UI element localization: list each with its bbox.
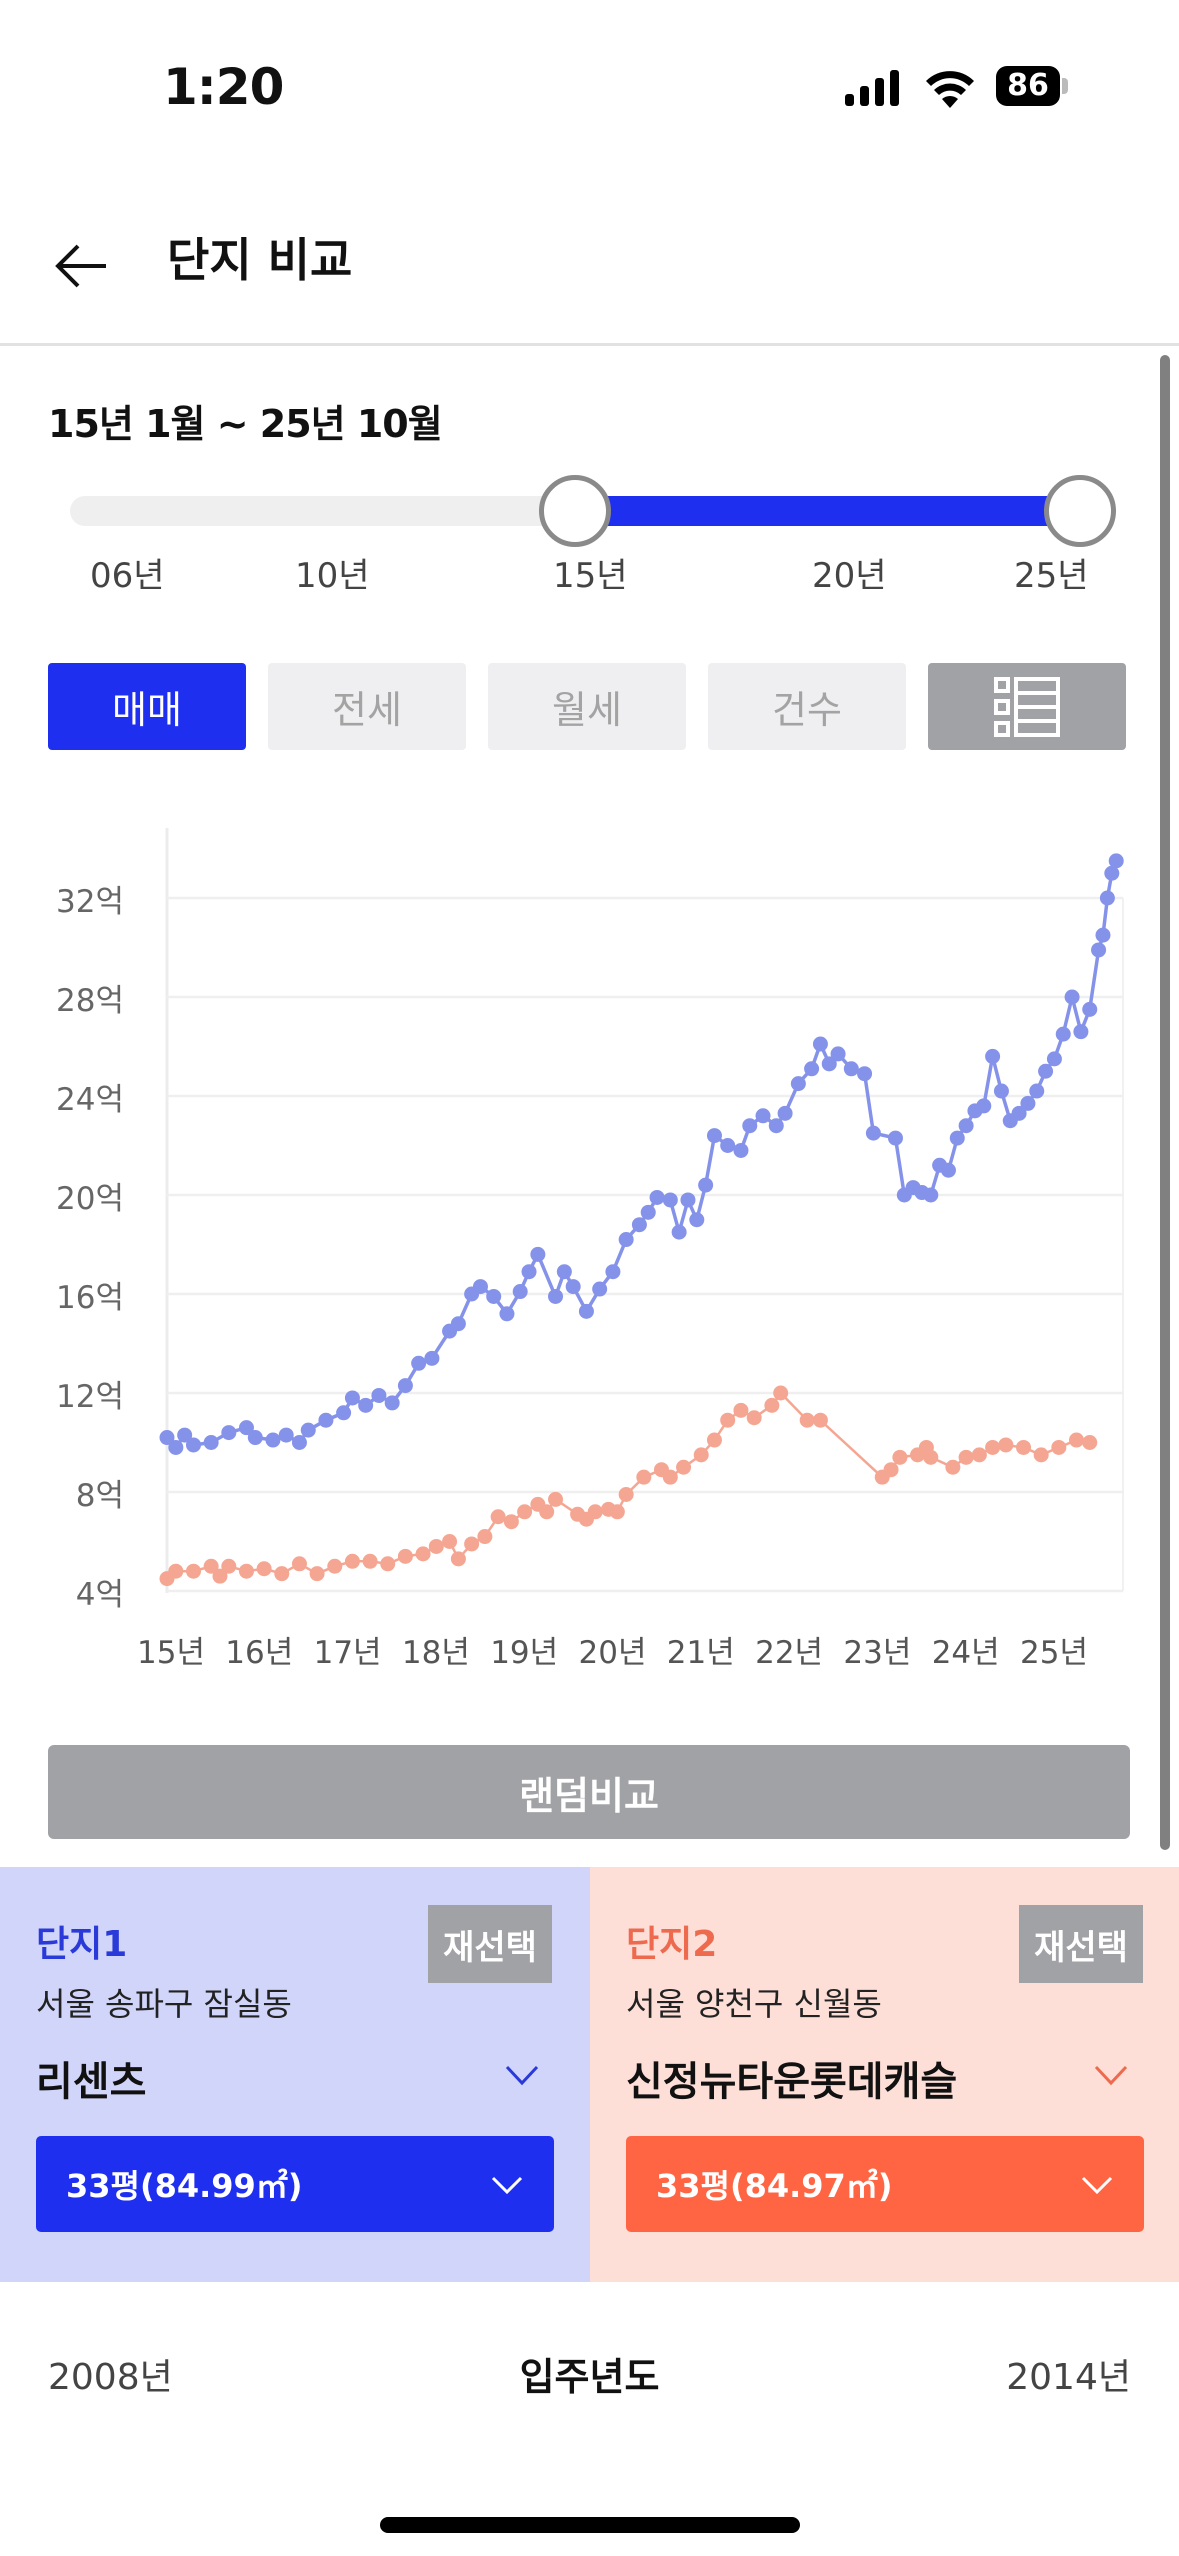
list-view-button[interactable] (928, 663, 1126, 750)
battery-tip (1062, 78, 1068, 94)
status-bar: 1:20 86 (0, 0, 1179, 150)
x-axis-tick-label: 19년 (490, 1635, 559, 1671)
cellular-signal-icon (845, 70, 899, 106)
x-axis-tick-label: 23년 (843, 1635, 912, 1671)
period-slider-selected-range (575, 496, 1080, 526)
y-axis-tick-label: 16억 (56, 1280, 124, 1316)
complex1-size-select[interactable]: 33평(84.99㎡) (36, 2136, 554, 2232)
random-compare-button[interactable]: 랜덤비교 (48, 1745, 1130, 1839)
x-axis-tick-label: 15년 (137, 1635, 205, 1671)
status-time: 1:20 (163, 58, 284, 116)
x-axis-tick-label: 17년 (313, 1635, 382, 1671)
header: 단지 비교 (0, 200, 1179, 346)
arrow-left-icon[interactable] (52, 236, 112, 296)
complex2-size-value: 33평(84.97㎡) (656, 2167, 893, 2205)
wifi-icon (926, 71, 974, 108)
complex1-price-line (165, 860, 1118, 1451)
y-axis-tick-label: 4억 (75, 1577, 124, 1613)
x-axis-tick-label: 20년 (578, 1635, 647, 1671)
transaction-type-tabs: 매매 전세 월세 건수 (48, 663, 1126, 750)
complex2-address: 서울 양천구 신월동 (626, 1985, 882, 2023)
slider-tick-label: 25년 (1014, 556, 1089, 596)
y-axis-tick-label: 20억 (56, 1181, 124, 1217)
complex1-reselect-button[interactable]: 재선택 (428, 1905, 552, 1983)
slider-tick-label: 10년 (295, 556, 370, 596)
scrollbar[interactable] (1160, 355, 1170, 1850)
tab-sale[interactable]: 매매 (48, 663, 246, 750)
complex2-reselect-button[interactable]: 재선택 (1019, 1905, 1143, 1983)
move-in-year-label: 입주년도 (519, 2355, 660, 2399)
slider-tick-label: 15년 (553, 556, 628, 596)
y-axis-tick-label: 8억 (75, 1478, 124, 1514)
price-line-chart (159, 828, 1124, 1593)
slider-tick-label: 20년 (812, 556, 887, 596)
x-axis-tick-label: 16년 (225, 1635, 294, 1671)
period-range-label: 15년 1월 ~ 25년 10월 (48, 402, 443, 446)
chevron-down-icon[interactable] (1093, 2063, 1129, 2087)
page-title: 단지 비교 (167, 233, 353, 287)
x-axis-tick-label: 24년 (931, 1635, 1000, 1671)
x-axis-tick-label: 18년 (401, 1635, 470, 1671)
complex1-title: 단지1 (36, 1924, 128, 1965)
y-axis-tick-label: 24억 (56, 1082, 124, 1118)
complex1-name[interactable]: 리센츠 (36, 2059, 147, 2105)
period-slider-end-handle[interactable] (1044, 475, 1116, 547)
home-indicator[interactable] (380, 2517, 800, 2533)
complex1-size-value: 33평(84.99㎡) (66, 2167, 303, 2205)
x-axis-tick-label: 22년 (755, 1635, 824, 1671)
move-in-year-row: 2008년 입주년도 2014년 (0, 2340, 1179, 2410)
complex1-panel: 단지1 재선택 서울 송파구 잠실동 리센츠 33평(84.99㎡) (0, 1867, 590, 2282)
list-view-icon (994, 676, 1060, 737)
complex1-address: 서울 송파구 잠실동 (36, 1985, 292, 2023)
complex2-move-in-year: 2014년 (1006, 2357, 1131, 2398)
complex2-name[interactable]: 신정뉴타운롯데캐슬 (626, 2059, 958, 2105)
complex2-size-select[interactable]: 33평(84.97㎡) (626, 2136, 1144, 2232)
slider-tick-label: 06년 (90, 556, 165, 596)
y-axis-tick-label: 28억 (56, 983, 124, 1019)
complex1-move-in-year: 2008년 (48, 2357, 173, 2398)
y-axis-tick-label: 12억 (56, 1379, 124, 1415)
chevron-down-icon[interactable] (504, 2063, 540, 2087)
tab-jeonse[interactable]: 전세 (268, 663, 466, 750)
complex2-title: 단지2 (626, 1924, 718, 1965)
x-axis-tick-label: 21년 (666, 1635, 735, 1671)
period-slider-start-handle[interactable] (539, 475, 611, 547)
complex2-price-line (166, 1391, 1090, 1580)
tab-monthly-rent[interactable]: 월세 (488, 663, 686, 750)
price-chart[interactable] (0, 800, 1179, 1680)
battery-icon: 86 (996, 66, 1060, 106)
complex2-panel: 단지2 재선택 서울 양천구 신월동 신정뉴타운롯데캐슬 33평(84.97㎡) (590, 1867, 1179, 2282)
y-axis-tick-label: 32억 (56, 884, 124, 920)
x-axis-tick-label: 25년 (1020, 1635, 1088, 1671)
tab-count[interactable]: 건수 (708, 663, 906, 750)
chevron-down-icon (1081, 2176, 1113, 2195)
chevron-down-icon (491, 2176, 523, 2195)
